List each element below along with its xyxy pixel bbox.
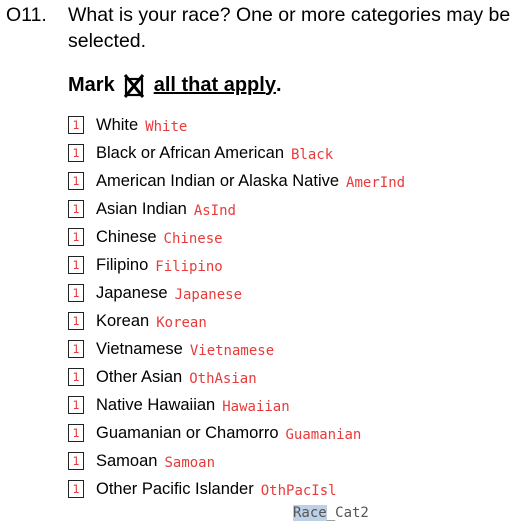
option-label: Japanese	[96, 283, 168, 302]
option-label: Guamanian or Chamorro	[96, 423, 279, 442]
answer-checkbox[interactable]: 1	[68, 116, 84, 134]
option-samoan[interactable]: 1 Samoan Samoan	[68, 447, 405, 475]
answer-checkbox[interactable]: 1	[68, 452, 84, 470]
option-code: OthPacIsl	[260, 483, 337, 499]
instruction-period: .	[275, 73, 282, 96]
option-japanese[interactable]: 1 Japanese Japanese	[68, 279, 405, 307]
answer-checkbox[interactable]: 1	[68, 312, 84, 330]
answer-checkbox[interactable]: 1	[68, 144, 84, 162]
variable-name-suffix: _Cat2	[326, 505, 369, 521]
answer-options: 1 White White 1 Black or African American Bl…	[68, 111, 405, 503]
option-label: Native Hawaiian	[96, 395, 216, 414]
question-number: O11.	[6, 4, 47, 26]
option-code: Vietnamese	[189, 343, 275, 359]
option-asian-indian[interactable]: 1 Asian Indian AsInd	[68, 195, 405, 223]
option-american-indian[interactable]: 1 American Indian or Alaska Native AmerInd	[68, 167, 405, 195]
option-other-pacific-islander[interactable]: 1 Other Pacific Islander OthPacIsl	[68, 475, 405, 503]
answer-checkbox[interactable]: 1	[68, 172, 84, 190]
answer-checkbox[interactable]: 1	[68, 284, 84, 302]
option-chinese[interactable]: 1 Chinese Chinese	[68, 223, 405, 251]
option-label: Samoan	[96, 451, 158, 470]
option-code: Japanese	[174, 287, 242, 303]
option-black[interactable]: 1 Black or African American Black	[68, 139, 405, 167]
option-native-hawaiian[interactable]: 1 Native Hawaiian Hawaiian	[68, 391, 405, 419]
option-code: Chinese	[163, 231, 223, 247]
option-label: Other Pacific Islander	[96, 479, 254, 498]
option-label: Other Asian	[96, 367, 183, 386]
answer-checkbox[interactable]: 1	[68, 396, 84, 414]
option-code: Guamanian	[285, 427, 362, 443]
option-code: Korean	[156, 315, 207, 331]
answer-checkbox[interactable]: 1	[68, 480, 84, 498]
checkbox-x-icon	[122, 71, 146, 99]
option-label: Black or African American	[96, 143, 284, 162]
option-code: AmerInd	[346, 175, 406, 191]
option-label: Asian Indian	[96, 199, 187, 218]
answer-checkbox[interactable]: 1	[68, 424, 84, 442]
option-label: White	[96, 115, 139, 134]
question-text: What is your race? One or more categorie…	[68, 4, 511, 52]
instruction-suffix: all that apply	[153, 73, 276, 96]
option-code: Filipino	[155, 259, 223, 275]
option-vietnamese[interactable]: 1 Vietnamese Vietnamese	[68, 335, 405, 363]
answer-checkbox[interactable]: 1	[68, 368, 84, 386]
instruction: Mark all that apply.	[68, 69, 282, 101]
option-label: Chinese	[96, 227, 157, 246]
option-white[interactable]: 1 White White	[68, 111, 405, 139]
answer-checkbox[interactable]: 1	[68, 340, 84, 358]
answer-checkbox[interactable]: 1	[68, 256, 84, 274]
variable-name: Race_Cat2	[293, 505, 369, 521]
option-label: American Indian or Alaska Native	[96, 171, 340, 190]
option-korean[interactable]: 1 Korean Korean	[68, 307, 405, 335]
option-label: Korean	[96, 311, 150, 330]
option-filipino[interactable]: 1 Filipino Filipino	[68, 251, 405, 279]
option-guamanian[interactable]: 1 Guamanian or Chamorro Guamanian	[68, 419, 405, 447]
answer-checkbox[interactable]: 1	[68, 228, 84, 246]
variable-name-highlight: Race	[293, 505, 327, 521]
answer-checkbox[interactable]: 1	[68, 200, 84, 218]
option-code: OthAsian	[189, 371, 257, 387]
option-code: Hawaiian	[222, 399, 290, 415]
option-code: AsInd	[193, 203, 236, 219]
instruction-prefix: Mark	[68, 73, 115, 96]
option-code: Samoan	[164, 455, 216, 471]
option-label: Vietnamese	[96, 339, 183, 358]
option-label: Filipino	[96, 255, 149, 274]
option-other-asian[interactable]: 1 Other Asian OthAsian	[68, 363, 405, 391]
option-code: White	[145, 119, 188, 135]
option-code: Black	[291, 147, 334, 163]
